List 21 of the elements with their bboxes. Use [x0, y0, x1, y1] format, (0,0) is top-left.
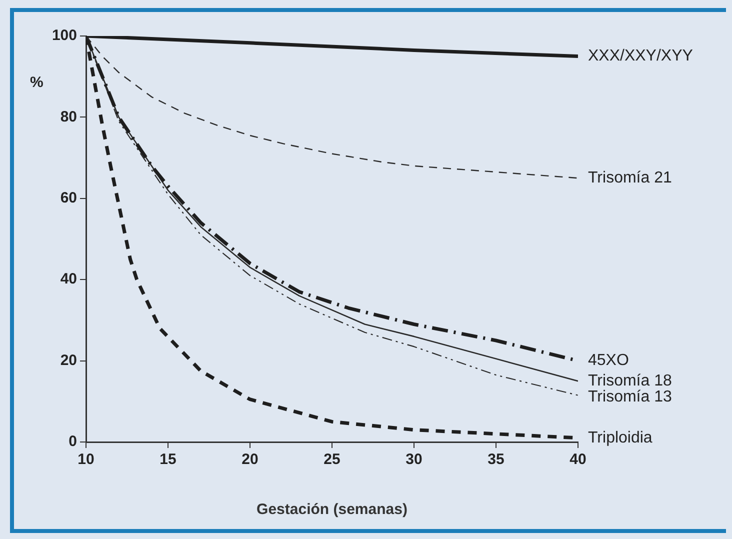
y-tick-label: 40 — [60, 270, 77, 288]
x-tick-label: 35 — [488, 451, 504, 468]
y-tick-label: 20 — [60, 352, 77, 369]
series-label: Trisomía 13 — [588, 388, 672, 406]
y-axis-title: % — [30, 74, 44, 92]
series-label: Trisomía 18 — [588, 372, 672, 390]
x-tick-label: 20 — [242, 451, 258, 468]
y-tick-label: 80 — [60, 108, 77, 126]
series-label: XXX/XXY/XYY — [588, 48, 694, 65]
x-axis-title: Gestación (semanas) — [256, 501, 408, 518]
y-tick-label: 60 — [60, 190, 77, 207]
x-tick-label: 10 — [78, 451, 94, 468]
y-tick-label: 0 — [68, 433, 77, 450]
series-label: 45XO — [588, 352, 629, 370]
x-tick-label: 15 — [160, 451, 176, 468]
x-tick-label: 30 — [406, 451, 422, 468]
series-label: Trisomía 21 — [588, 170, 672, 187]
series-label: Triploidia — [588, 429, 652, 446]
x-tick-label: 40 — [570, 451, 586, 468]
y-tick-label: 100 — [52, 27, 77, 44]
x-tick-label: 25 — [324, 451, 340, 468]
